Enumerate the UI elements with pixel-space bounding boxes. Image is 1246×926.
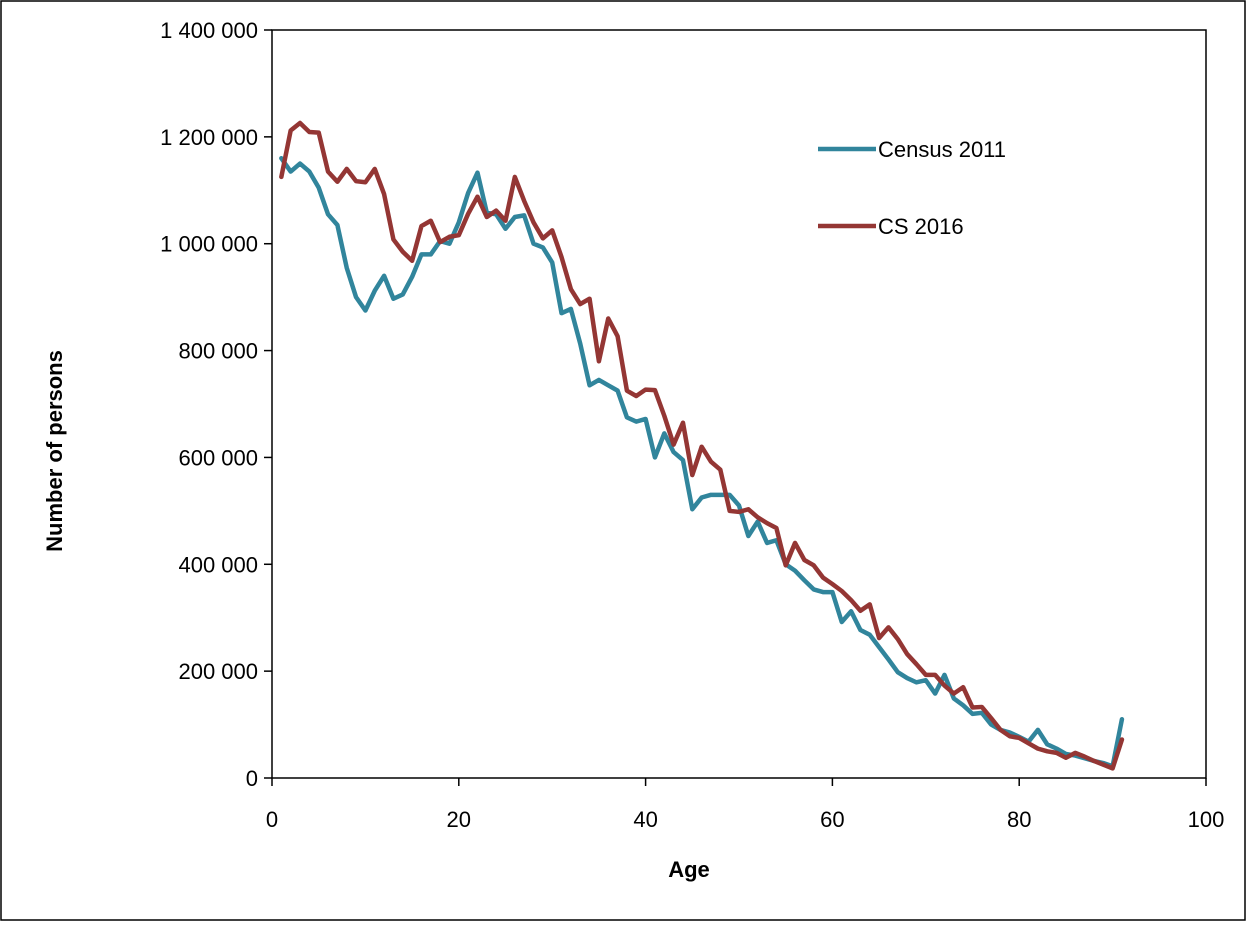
y-tick-label: 600 000 [178, 445, 258, 470]
x-tick-label: 60 [820, 807, 844, 832]
x-tick-label: 80 [1007, 807, 1031, 832]
x-tick-label: 40 [633, 807, 657, 832]
x-tick-label: 100 [1188, 807, 1225, 832]
plot-area [271, 29, 1207, 779]
x-axis-title: Age [668, 857, 710, 882]
series-layer [279, 120, 1125, 771]
series-line-census-2011 [279, 155, 1125, 769]
legend-label: CS 2016 [878, 214, 964, 239]
y-tick-label: 1 400 000 [160, 18, 258, 43]
y-tick-label: 400 000 [178, 552, 258, 577]
y-tick-label: 800 000 [178, 339, 258, 364]
y-axis-title: Number of persons [42, 350, 67, 552]
series-line-cs-2016 [279, 120, 1125, 771]
legend-label: Census 2011 [878, 137, 1006, 162]
y-tick-label: 0 [246, 766, 258, 791]
x-axis: 0 20 40 60 80 100 [266, 778, 1224, 832]
x-tick-label: 20 [447, 807, 471, 832]
y-axis: 0 200 000 400 000 600 000 800 000 1 000 000 1 … [160, 18, 272, 791]
y-tick-label: 200 000 [178, 659, 258, 684]
x-tick-label: 0 [266, 807, 278, 832]
y-tick-label: 1 000 000 [160, 232, 258, 257]
y-tick-label: 1 200 000 [160, 125, 258, 150]
legend: Census 2011 CS 2016 [818, 137, 1006, 239]
